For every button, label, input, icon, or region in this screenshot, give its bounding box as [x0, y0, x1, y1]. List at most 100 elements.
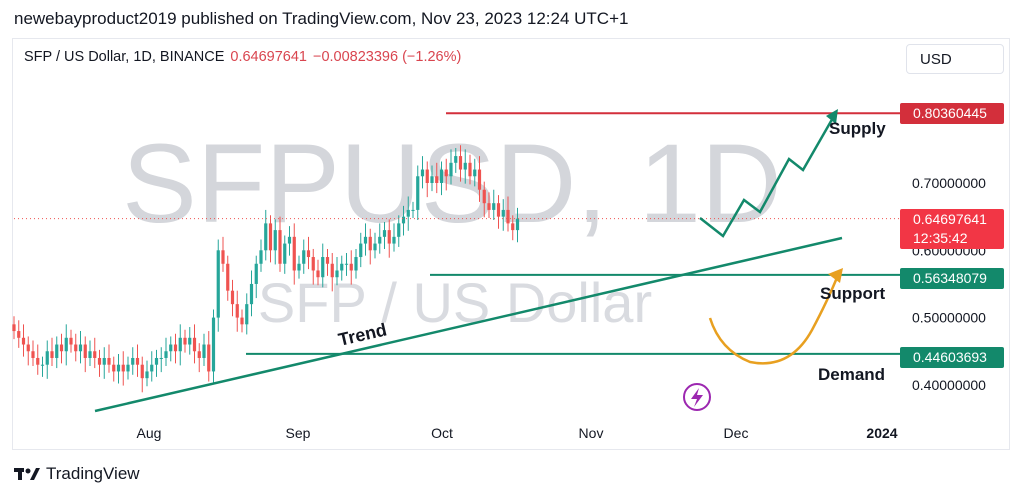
candle-body — [340, 263, 344, 271]
candle-body — [321, 257, 325, 278]
watermark-small: SFP / US Dollar — [258, 271, 652, 334]
candle-body — [378, 236, 382, 244]
candle-body — [477, 169, 482, 190]
candle-body — [496, 203, 501, 217]
candle-body — [121, 364, 125, 372]
candle-body — [249, 283, 254, 305]
axes-group: 0.700000000.600000000.500000000.40000000… — [137, 103, 1004, 441]
candle-body — [487, 203, 491, 210]
candle-body — [254, 263, 258, 284]
candle-body — [235, 304, 239, 318]
supply-badge-text: 0.80360445 — [913, 105, 987, 121]
candle-body — [264, 223, 268, 251]
projection-arrowhead — [826, 109, 838, 124]
candle-body — [169, 344, 173, 352]
tradingview-logo[interactable]: TradingView — [14, 464, 140, 484]
candle-body — [93, 351, 97, 358]
candle-body — [154, 357, 159, 365]
candle-body — [216, 250, 220, 318]
candle-body — [392, 236, 396, 244]
candle-body — [197, 351, 201, 358]
candle-body — [292, 236, 296, 271]
candle-body — [387, 230, 391, 244]
x-tick-label: Nov — [579, 425, 604, 441]
candle-body — [112, 364, 116, 372]
candle-body — [17, 331, 21, 338]
candle-body — [368, 236, 372, 251]
y-tick-label: 0.70000000 — [912, 175, 986, 191]
candle-body — [178, 337, 182, 352]
lightning-glyph — [691, 388, 703, 407]
candle-body — [363, 236, 368, 244]
candle-body — [21, 337, 26, 345]
candle-body — [135, 357, 140, 365]
candle-body — [183, 337, 187, 345]
candle-body — [192, 337, 197, 352]
bounce-arrowhead — [828, 268, 843, 283]
candle-body — [145, 371, 149, 379]
candle-body — [211, 317, 216, 372]
candle-body — [150, 364, 154, 372]
tv-logo-icon — [14, 468, 40, 480]
candle-body — [240, 317, 244, 325]
candle-body — [297, 263, 301, 271]
candle-body — [102, 357, 106, 365]
candle-body — [511, 223, 515, 231]
demand-badge-text: 0.44603693 — [913, 349, 987, 365]
candle-body — [69, 337, 73, 345]
candle-body — [273, 230, 277, 251]
candle-body — [164, 351, 168, 358]
candle-body — [31, 351, 35, 358]
candle-body — [126, 364, 130, 372]
candle-body — [230, 290, 235, 305]
candle-body — [416, 176, 420, 210]
projection-path — [699, 115, 836, 238]
candle-body — [221, 250, 225, 264]
candle-body — [473, 169, 477, 177]
candle-body — [515, 218, 520, 231]
candle-body — [454, 156, 458, 163]
current-price-badge-text: 12:35:42 — [913, 230, 968, 246]
candle-body — [359, 243, 363, 258]
support-badge-text: 0.56348079 — [913, 270, 987, 286]
candle-body — [349, 263, 353, 271]
lightning-icon — [683, 383, 711, 411]
candle-body — [306, 250, 311, 258]
candle-body — [330, 263, 334, 278]
candle-body — [226, 263, 230, 291]
candle-body — [40, 364, 45, 366]
candle-body — [50, 351, 54, 358]
supply-label: Supply — [829, 119, 886, 138]
candle-body — [83, 344, 87, 358]
candle-body — [188, 337, 192, 345]
support-label: Support — [820, 284, 885, 303]
candle-body — [344, 263, 349, 265]
x-tick-label: Oct — [431, 425, 453, 441]
demand-label: Demand — [818, 365, 885, 384]
candle-body — [373, 243, 377, 251]
candle-body — [468, 162, 472, 177]
candle-body — [302, 250, 306, 264]
candle-body — [449, 162, 453, 177]
currency-button[interactable]: USD — [906, 44, 1004, 74]
brand-name: TradingView — [46, 464, 140, 483]
supply-badge — [900, 103, 1004, 124]
candle-body — [463, 162, 467, 170]
candle-body — [401, 216, 406, 224]
candle-body — [12, 324, 16, 332]
candle-body — [311, 257, 315, 271]
candle-body — [202, 344, 206, 358]
candle-body — [88, 351, 92, 358]
candle-body — [482, 189, 486, 204]
x-tick-label: Aug — [137, 425, 162, 441]
candle-body — [325, 257, 330, 264]
candle-body — [406, 209, 410, 217]
candle-body — [36, 357, 40, 365]
bounce-arrow — [708, 274, 840, 365]
price-change: −0.00823396 (−1.26%) — [312, 49, 462, 65]
support-badge — [900, 268, 1004, 289]
candle-body — [74, 344, 78, 352]
candle-body — [140, 364, 144, 379]
